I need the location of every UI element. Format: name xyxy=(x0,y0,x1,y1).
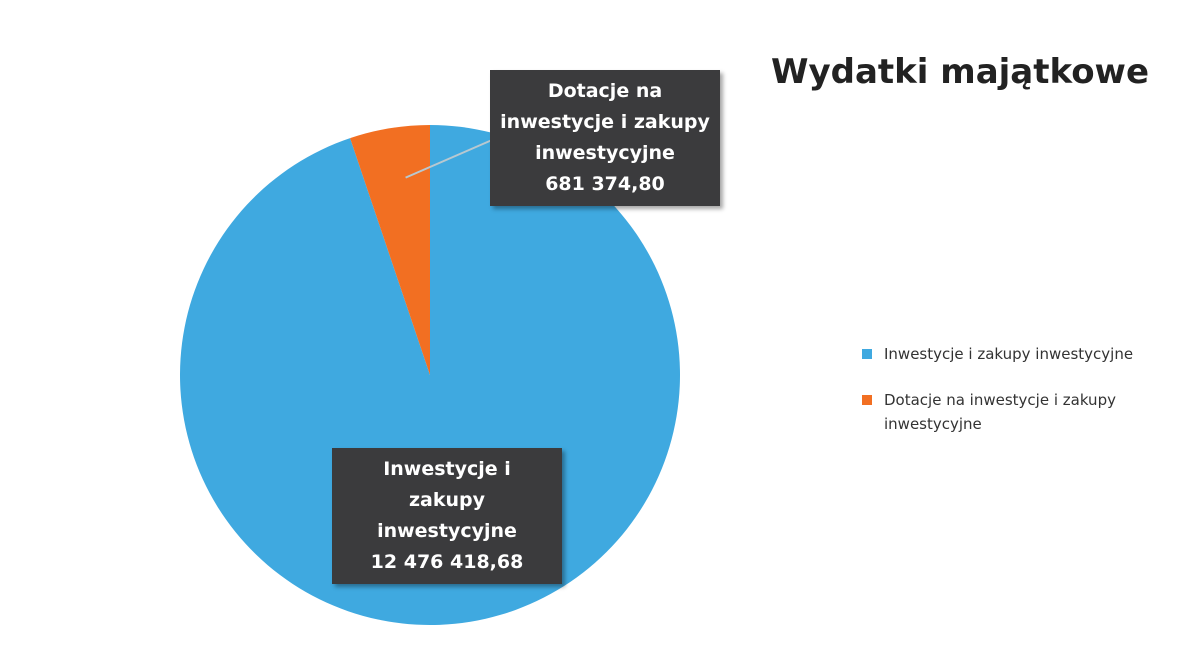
legend-label: Inwestycje i zakupy inwestycyjne xyxy=(884,345,1134,363)
legend-item: Inwestycje i zakupy inwestycyjne xyxy=(862,342,1192,366)
data-label-category: Dotacje na inwestycje i zakupy inwestycy… xyxy=(500,80,710,164)
legend-swatch xyxy=(862,349,872,359)
data-label: Inwestycje i zakupy inwestycyjne 12 476 4… xyxy=(332,448,562,584)
data-label-value: 681 374,80 xyxy=(545,173,665,195)
data-label: Dotacje na inwestycje i zakupy inwestycy… xyxy=(490,70,720,206)
chart-title: Wydatki majątkowe xyxy=(770,52,1150,92)
legend-item: Dotacje na inwestycje i zakupy inwestycy… xyxy=(862,388,1192,436)
pie-slice xyxy=(350,125,430,375)
legend-label: Dotacje na inwestycje i zakupy inwestycy… xyxy=(884,391,1116,433)
data-label-category: Inwestycje i zakupy inwestycyjne xyxy=(377,458,517,542)
data-label-value: 12 476 418,68 xyxy=(370,551,524,573)
leader-line xyxy=(405,139,493,179)
legend-swatch xyxy=(862,395,872,405)
